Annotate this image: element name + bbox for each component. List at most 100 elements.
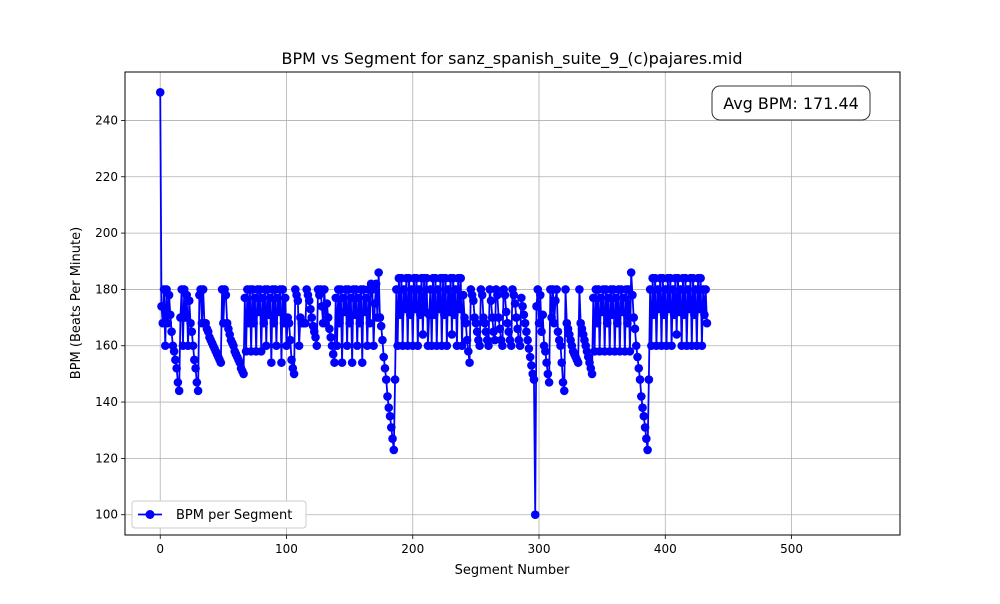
x-tick-label: 300 bbox=[528, 542, 551, 556]
data-point bbox=[613, 318, 622, 328]
data-point bbox=[626, 268, 636, 277]
chart-title: BPM vs Segment for sanz_spanish_suite_9_… bbox=[281, 49, 742, 69]
data-point bbox=[538, 310, 548, 320]
data-point bbox=[628, 290, 637, 300]
data-point bbox=[312, 341, 322, 351]
data-point bbox=[407, 285, 416, 294]
data-point bbox=[375, 313, 385, 322]
data-point bbox=[465, 358, 474, 367]
data-point bbox=[304, 296, 314, 305]
data-point bbox=[342, 341, 352, 351]
data-point bbox=[325, 324, 334, 334]
data-point bbox=[379, 352, 389, 362]
data-point bbox=[644, 375, 654, 384]
data-point bbox=[261, 341, 271, 351]
data-point bbox=[501, 307, 511, 317]
data-point bbox=[480, 318, 490, 328]
data-point bbox=[172, 363, 181, 373]
data-point bbox=[575, 285, 584, 294]
data-point bbox=[702, 318, 712, 328]
data-point bbox=[469, 296, 478, 305]
annotation-box bbox=[711, 85, 871, 121]
data-point bbox=[433, 285, 443, 294]
data-point bbox=[458, 290, 468, 300]
data-point bbox=[552, 285, 561, 294]
data-point bbox=[587, 369, 597, 379]
data-point bbox=[301, 318, 310, 328]
data-point bbox=[509, 290, 519, 300]
annotation-text: Avg BPM: 171.44 bbox=[723, 94, 859, 113]
data-point bbox=[653, 285, 662, 294]
data-point bbox=[640, 423, 650, 432]
data-point bbox=[240, 293, 250, 303]
data-point bbox=[395, 310, 405, 320]
data-point bbox=[530, 510, 540, 520]
data-point bbox=[400, 304, 410, 314]
data-point bbox=[173, 378, 183, 387]
data-point bbox=[188, 341, 198, 351]
data-point bbox=[659, 310, 669, 320]
data-point bbox=[249, 318, 258, 328]
data-point bbox=[498, 341, 507, 351]
data-point bbox=[360, 307, 370, 317]
data-point bbox=[363, 341, 372, 351]
data-point bbox=[392, 285, 401, 294]
data-point bbox=[388, 434, 397, 443]
data-point bbox=[589, 293, 598, 303]
data-point bbox=[524, 344, 534, 353]
data-point bbox=[660, 285, 670, 294]
y-tick-label: 240 bbox=[95, 113, 118, 127]
data-point bbox=[481, 327, 491, 336]
data-point bbox=[537, 327, 546, 336]
data-point bbox=[604, 293, 613, 303]
data-point bbox=[636, 392, 646, 401]
y-tick-label: 120 bbox=[95, 451, 118, 465]
data-point bbox=[495, 324, 505, 334]
data-point bbox=[461, 318, 471, 328]
y-tick-label: 180 bbox=[95, 282, 118, 296]
data-point bbox=[376, 321, 386, 331]
data-point bbox=[198, 285, 208, 294]
data-point bbox=[191, 363, 200, 373]
data-point bbox=[254, 307, 264, 317]
data-point bbox=[171, 355, 180, 365]
data-point bbox=[635, 375, 645, 384]
data-point bbox=[523, 335, 532, 345]
data-point bbox=[163, 318, 173, 328]
data-point bbox=[399, 285, 409, 294]
data-point bbox=[167, 327, 176, 336]
x-tick-label: 200 bbox=[401, 542, 424, 556]
data-point bbox=[690, 310, 699, 320]
legend-box bbox=[131, 500, 307, 529]
data-point bbox=[543, 369, 553, 379]
data-point bbox=[556, 341, 565, 351]
data-point bbox=[695, 304, 704, 314]
data-point bbox=[485, 285, 495, 294]
data-point bbox=[559, 386, 569, 396]
data-point bbox=[169, 347, 179, 356]
data-point bbox=[320, 285, 329, 294]
data-point bbox=[676, 285, 685, 294]
data-point bbox=[488, 313, 497, 322]
data-point bbox=[597, 307, 607, 317]
data-point bbox=[346, 293, 356, 303]
data-point bbox=[510, 299, 520, 308]
data-point bbox=[389, 445, 399, 455]
legend-label: BPM per Segment bbox=[176, 508, 292, 523]
data-point bbox=[522, 327, 531, 336]
data-point bbox=[370, 299, 380, 308]
data-point bbox=[462, 335, 472, 345]
data-point bbox=[629, 313, 639, 322]
data-point bbox=[464, 347, 473, 356]
data-point bbox=[340, 307, 349, 317]
legend: BPM per Segment bbox=[131, 500, 307, 529]
data-point bbox=[484, 341, 493, 351]
y-axis-label: BPM (Beats Per Minute) bbox=[69, 227, 84, 379]
data-point bbox=[691, 285, 700, 294]
data-point bbox=[631, 341, 641, 351]
data-point bbox=[265, 293, 275, 303]
data-point bbox=[602, 318, 612, 328]
data-point bbox=[443, 285, 453, 294]
data-point bbox=[280, 293, 290, 303]
